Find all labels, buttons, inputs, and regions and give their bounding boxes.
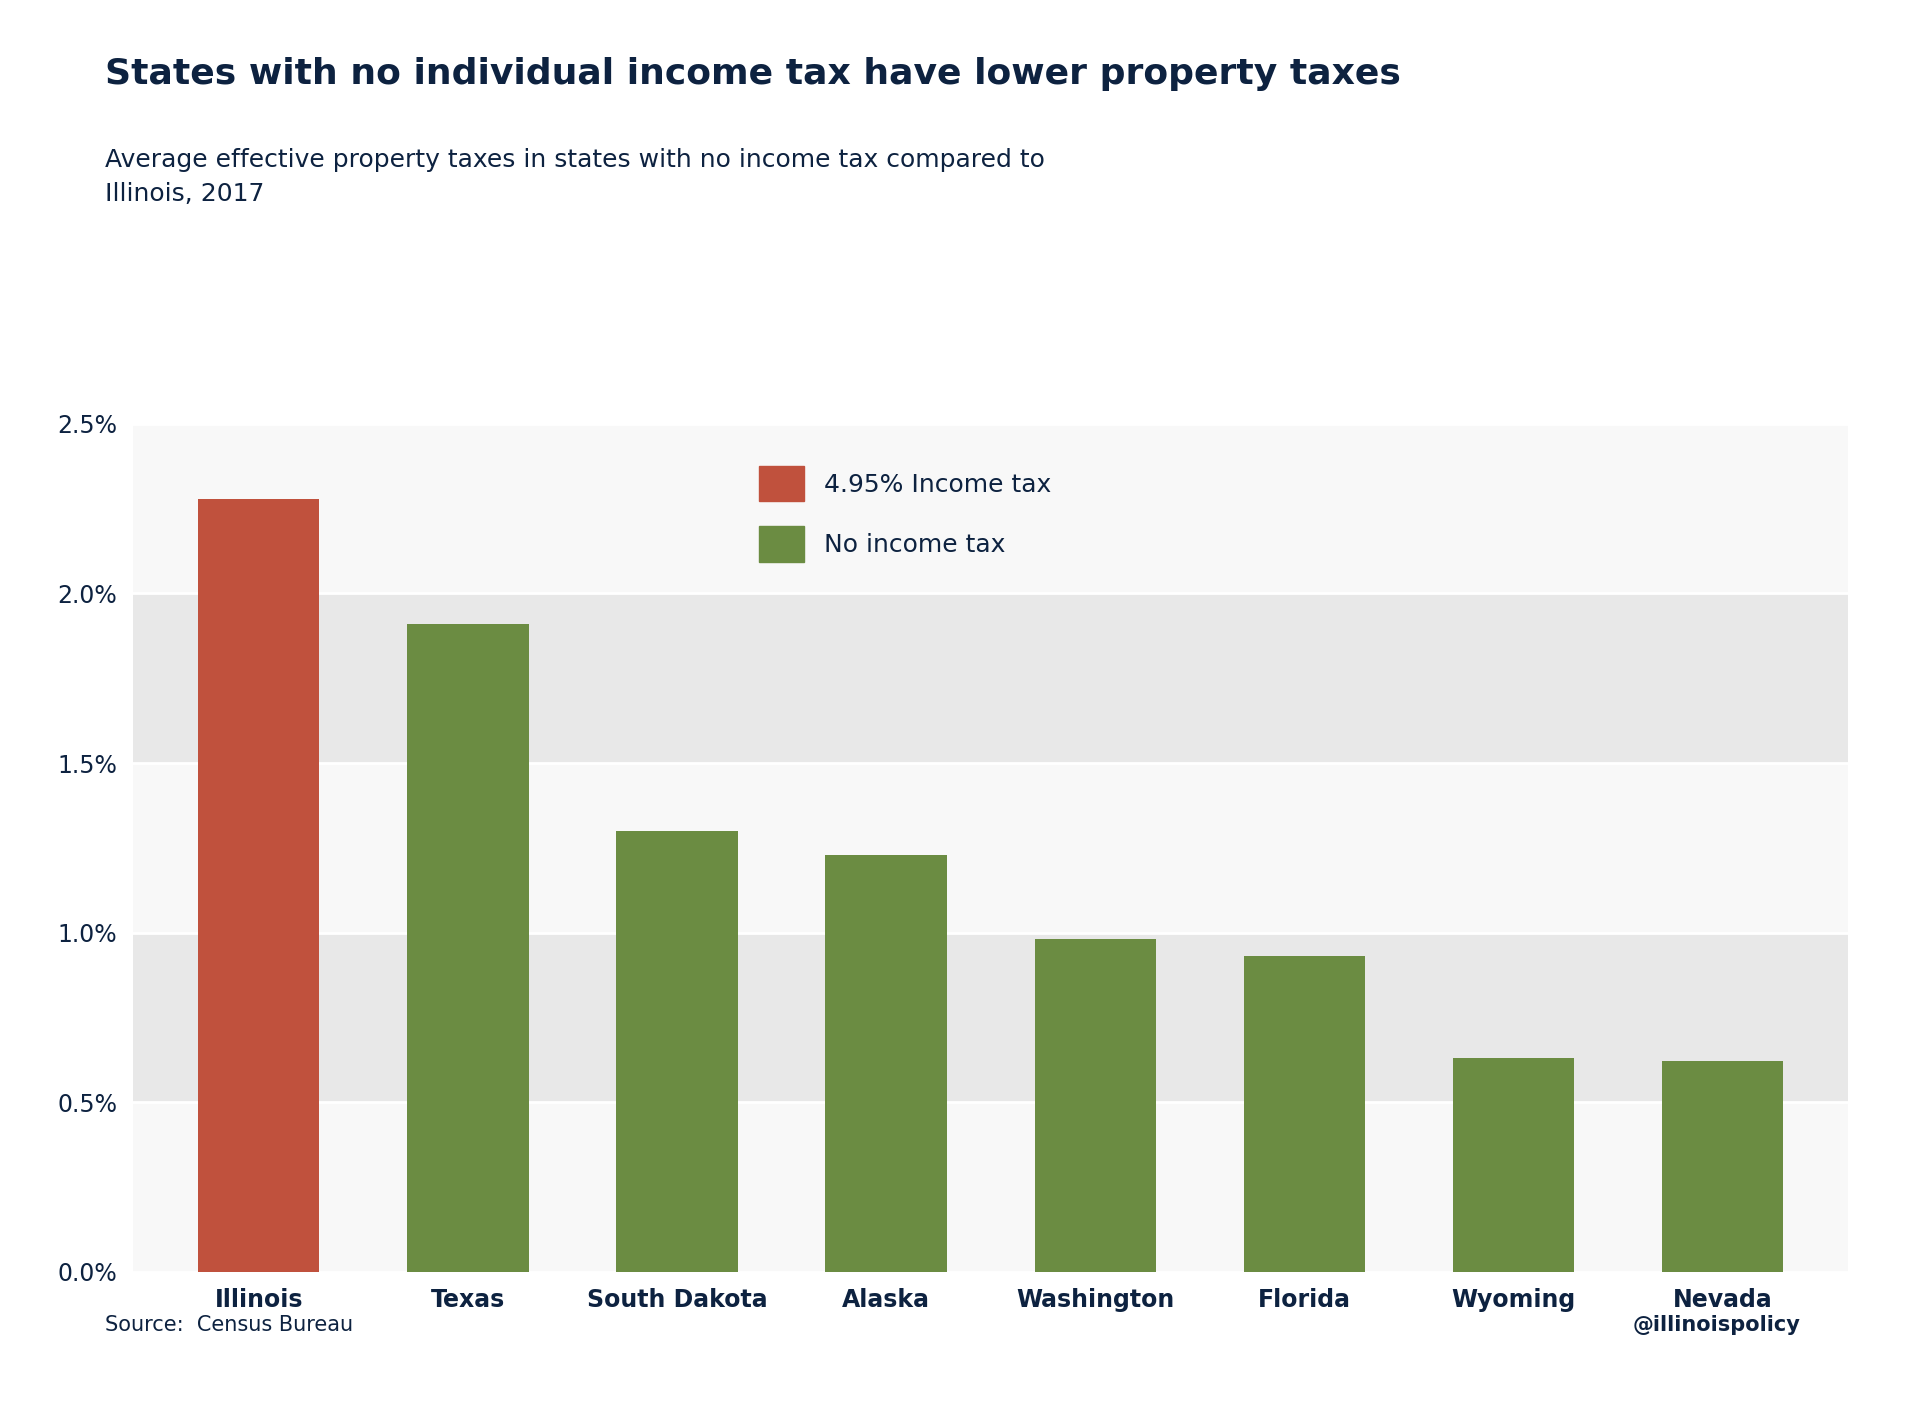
Bar xyxy=(133,593,1848,763)
Bar xyxy=(133,1102,1848,1272)
Bar xyxy=(133,424,1848,593)
Text: States with no individual income tax have lower property taxes: States with no individual income tax hav… xyxy=(105,57,1400,90)
Legend: 4.95% Income tax, No income tax: 4.95% Income tax, No income tax xyxy=(747,454,1063,574)
Text: @illinoispolicy: @illinoispolicy xyxy=(1633,1316,1800,1335)
Bar xyxy=(133,933,1848,1102)
Bar xyxy=(617,831,737,1272)
Bar xyxy=(408,625,528,1272)
Bar xyxy=(198,499,320,1272)
Bar xyxy=(1244,957,1364,1272)
Bar xyxy=(825,855,947,1272)
Bar xyxy=(1454,1058,1574,1272)
Text: Average effective property taxes in states with no income tax compared to
Illino: Average effective property taxes in stat… xyxy=(105,148,1044,206)
Text: Source:  Census Bureau: Source: Census Bureau xyxy=(105,1316,352,1335)
Bar xyxy=(1034,940,1156,1272)
Bar xyxy=(1661,1061,1783,1272)
Bar xyxy=(133,763,1848,933)
